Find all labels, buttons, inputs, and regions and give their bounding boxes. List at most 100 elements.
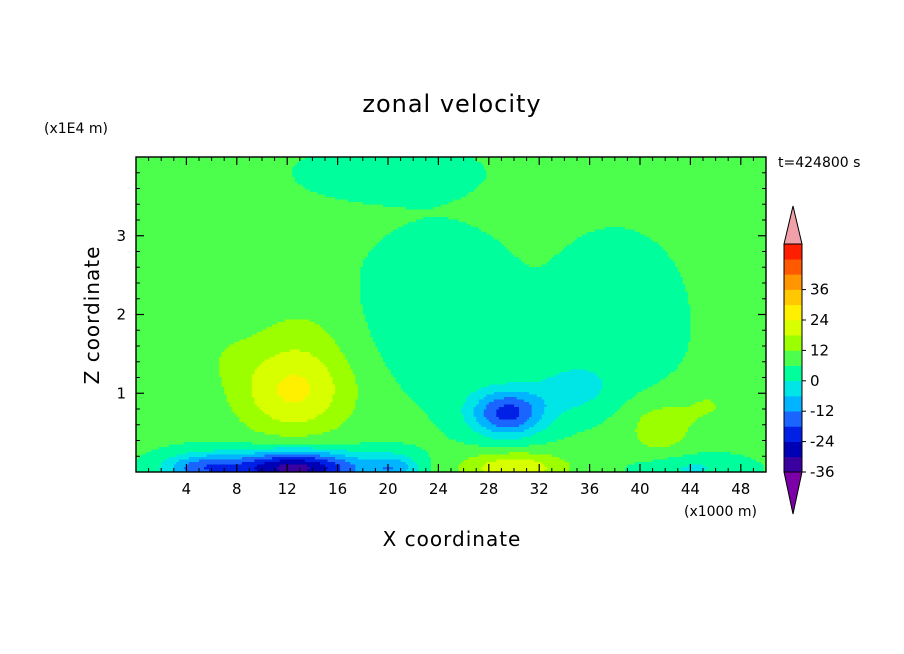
field-cell — [224, 392, 253, 396]
field-cell — [347, 449, 427, 453]
field-cell — [549, 424, 598, 428]
field-cell — [251, 379, 283, 383]
field-cell — [136, 367, 220, 371]
field-cell — [352, 409, 424, 413]
field-cell — [685, 287, 766, 291]
field-cell — [677, 267, 766, 271]
field-cell — [277, 322, 316, 326]
field-cell — [367, 327, 691, 331]
x-tick-label: 40 — [630, 480, 649, 498]
field-cell — [682, 437, 766, 441]
field-cell — [713, 402, 766, 406]
field-cell — [136, 242, 379, 246]
field-cell — [136, 334, 253, 338]
field-cell — [360, 442, 404, 446]
field-cell — [357, 387, 402, 391]
field-cell — [294, 164, 485, 168]
field-cell — [136, 432, 266, 436]
field-cell — [360, 302, 689, 306]
field-cell — [304, 377, 334, 381]
field-cell — [309, 467, 329, 471]
field-cell — [297, 182, 482, 186]
field-cell — [551, 257, 671, 261]
field-cell — [682, 454, 744, 458]
field-cell — [483, 434, 533, 438]
field-cell — [476, 417, 487, 421]
field-cell — [448, 437, 492, 441]
field-cell — [136, 424, 248, 428]
field-cell — [224, 389, 253, 393]
field-cell — [569, 462, 636, 466]
field-cell — [690, 309, 766, 313]
field-cell — [214, 449, 349, 453]
field-cell — [325, 409, 354, 413]
field-cell — [357, 392, 407, 396]
field-cell — [136, 464, 162, 468]
field-cell — [660, 244, 766, 248]
field-cell — [330, 374, 356, 378]
field-cell — [554, 254, 669, 258]
field-cell — [486, 169, 766, 173]
field-cell — [647, 412, 709, 416]
field-cell — [496, 409, 520, 413]
field-cell — [254, 399, 286, 403]
field-cell — [715, 404, 766, 408]
field-cell — [136, 409, 233, 413]
field-cell — [136, 172, 293, 176]
field-cell — [226, 399, 256, 403]
field-cell — [234, 342, 336, 346]
field-cell — [357, 397, 412, 401]
field-cell — [637, 427, 689, 431]
field-cell — [136, 317, 366, 321]
field-cell — [136, 192, 319, 196]
field-cell — [486, 462, 543, 466]
field-cell — [251, 389, 278, 393]
field-cell — [418, 404, 465, 408]
field-cell — [430, 467, 460, 471]
field-cell — [486, 417, 500, 421]
colorbar-bin — [784, 244, 802, 260]
field-cell — [541, 397, 596, 401]
field-cell — [486, 427, 530, 431]
field-cell — [584, 402, 626, 406]
field-cell — [362, 309, 691, 313]
field-cell — [755, 459, 766, 463]
field-cell — [493, 399, 525, 403]
field-cell — [136, 207, 407, 211]
field-cell — [221, 379, 253, 383]
field-cell — [136, 427, 250, 431]
colorbar-bin — [784, 426, 802, 442]
field-cell — [481, 182, 766, 186]
field-cell — [468, 192, 766, 196]
field-cell — [372, 339, 691, 343]
field-cell — [176, 462, 190, 466]
field-cell — [284, 377, 306, 381]
colorbar-label: 36 — [810, 281, 829, 299]
field-cell — [486, 232, 588, 236]
field-cell — [463, 417, 477, 421]
field-cell — [317, 192, 470, 196]
field-cell — [206, 464, 258, 468]
field-cell — [491, 422, 525, 426]
field-cell — [246, 337, 334, 341]
field-cell — [367, 324, 691, 328]
field-cell — [662, 247, 766, 251]
field-cell — [136, 214, 766, 218]
field-cell — [680, 362, 766, 366]
field-cell — [430, 457, 470, 461]
field-cell — [536, 394, 598, 398]
field-cell — [559, 457, 669, 461]
field-cell — [541, 264, 676, 268]
field-cell — [395, 377, 548, 381]
colorbar: 36 24 12 0 -12 -24 -36 — [783, 205, 835, 515]
field-cell — [388, 367, 679, 371]
field-cell — [506, 247, 565, 251]
field-cell — [458, 464, 485, 468]
field-cell — [289, 374, 298, 378]
field-cell — [360, 284, 686, 288]
field-cell — [345, 357, 384, 361]
field-cell — [546, 442, 644, 446]
x-tick-label: 12 — [278, 480, 297, 498]
field-cell — [136, 349, 225, 353]
field-cell — [229, 402, 256, 406]
